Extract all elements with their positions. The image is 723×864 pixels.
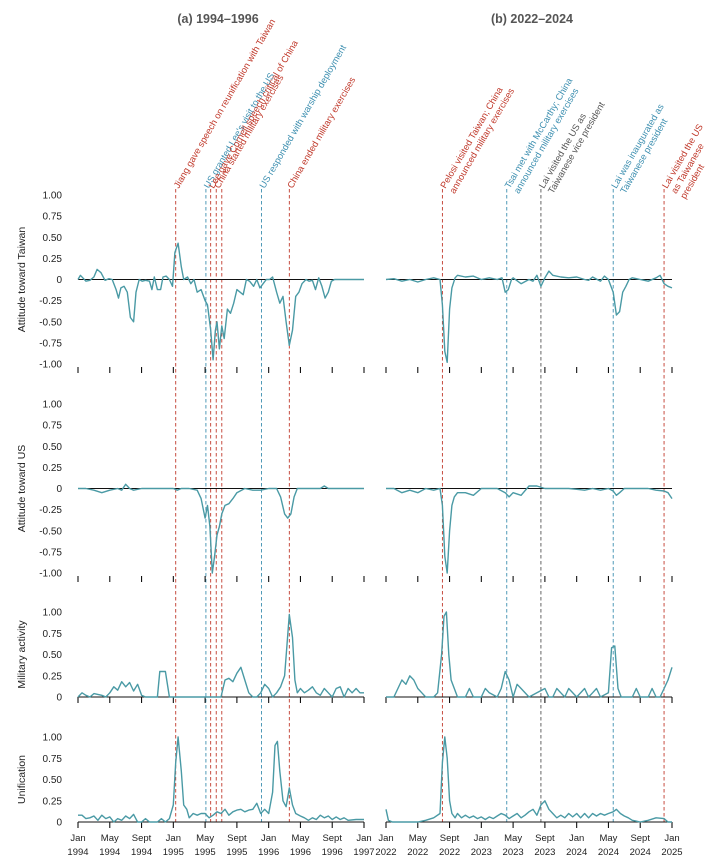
x-tick-month: May <box>409 833 427 844</box>
x-tick-month: Sept <box>227 833 247 844</box>
y-axis-label: Attitude toward US <box>16 445 28 533</box>
series-line-military <box>386 611 673 698</box>
y-tick-label: 0.25 <box>43 796 63 807</box>
x-tick-year: 1996 <box>322 847 343 858</box>
y-tick-label: -1.00 <box>39 569 62 580</box>
y-tick-label: -0.75 <box>39 547 62 558</box>
x-tick-year: 2023 <box>534 847 555 858</box>
series-layer <box>77 242 673 823</box>
x-tick-month: Sept <box>440 833 460 844</box>
axes-layer <box>77 279 673 828</box>
y-tick-label: -0.25 <box>39 505 62 516</box>
x-tick-year: 1997 <box>353 847 374 858</box>
event-annotation: Lai visited the USas Taiwanesepresident <box>660 122 723 200</box>
x-tick-year: 1995 <box>195 847 216 858</box>
y-tick-label: -0.25 <box>39 296 62 307</box>
panel-title: (a) 1994–1996 <box>177 12 258 26</box>
event-annotation-line: Pelosi visited Taiwan; China <box>438 85 505 190</box>
y-tick-label: -1.00 <box>39 360 62 371</box>
x-tick-year: 2023 <box>503 847 524 858</box>
x-tick-month: Sept <box>535 833 555 844</box>
y-tick-label: 0.75 <box>43 212 63 223</box>
y-tick-label: 0.25 <box>43 254 63 265</box>
x-tick-month: Jan <box>664 833 679 844</box>
y-tick-label: 0 <box>56 693 62 704</box>
y-tick-label: 0.50 <box>43 233 63 244</box>
y-tick-label: 0 <box>56 818 62 829</box>
x-tick-year: 1994 <box>67 847 88 858</box>
y-tick-label: -0.50 <box>39 526 62 537</box>
y-tick-label: -0.50 <box>39 317 62 328</box>
x-tick-year: 2024 <box>630 847 651 858</box>
y-tick-label: 0.50 <box>43 650 63 661</box>
y-tick-label: 0 <box>56 275 62 286</box>
x-tick-year: 1995 <box>163 847 184 858</box>
x-tick-month: May <box>101 833 119 844</box>
x-tick-year: 2022 <box>375 847 396 858</box>
y-tick-label: 1.00 <box>43 191 63 202</box>
y-tick-label: 0 <box>56 484 62 495</box>
x-tick-year: 1996 <box>258 847 279 858</box>
x-tick-month: May <box>599 833 617 844</box>
x-tick-month: May <box>504 833 522 844</box>
x-tick-year: 1995 <box>226 847 247 858</box>
y-tick-label: 0.25 <box>43 463 63 474</box>
series-line-unification <box>78 736 364 823</box>
x-tick-year: 1996 <box>290 847 311 858</box>
event-annotation: Pelosi visited Taiwan; Chinaannounced mi… <box>438 81 516 195</box>
series-line-attitude-us <box>78 483 364 574</box>
x-tick-year: 2022 <box>407 847 428 858</box>
x-tick-year: 2023 <box>471 847 492 858</box>
x-tick-year: 1994 <box>131 847 152 858</box>
x-tick-month: Jan <box>166 833 181 844</box>
x-tick-month: Jan <box>356 833 371 844</box>
y-axis-label: Unification <box>16 755 28 804</box>
y-tick-label: 0.75 <box>43 421 63 432</box>
y-axis-label: Military activity <box>16 620 28 689</box>
y-tick-label: 0.50 <box>43 775 63 786</box>
x-tick-month: Jan <box>261 833 276 844</box>
x-tick-month: Sept <box>630 833 650 844</box>
series-line-attitude-taiwan <box>77 242 364 361</box>
y-tick-label: 0.25 <box>43 671 63 682</box>
series-line-attitude-us <box>386 485 673 574</box>
x-tick-month: Jan <box>378 833 393 844</box>
x-tick-month: May <box>291 833 309 844</box>
panel-title: (b) 2022–2024 <box>491 12 573 26</box>
x-tick-year: 2022 <box>439 847 460 858</box>
x-tick-month: Sept <box>322 833 342 844</box>
y-tick-label: 1.00 <box>43 400 63 411</box>
series-line-unification <box>385 736 672 823</box>
x-tick-month: Jan <box>569 833 584 844</box>
series-line-military <box>77 613 364 698</box>
x-tick-month: Jan <box>474 833 489 844</box>
y-tick-label: 1.00 <box>43 733 63 744</box>
x-tick-year: 2024 <box>566 847 587 858</box>
x-tick-year: 2025 <box>661 847 682 858</box>
text-layer: (a) 1994–1996 (b) 2022–2024 1.00 0.75 0.50 0.… <box>16 12 723 858</box>
guide-layer <box>175 189 665 822</box>
x-tick-month: Jan <box>70 833 85 844</box>
y-tick-label: 1.00 <box>43 608 63 619</box>
y-tick-label: -0.75 <box>39 338 62 349</box>
x-tick-year: 1994 <box>99 847 120 858</box>
x-tick-year: 2024 <box>598 847 619 858</box>
x-tick-month: May <box>196 833 214 844</box>
x-tick-month: Sept <box>132 833 152 844</box>
y-axis-label: Attitude toward Taiwan <box>16 227 28 333</box>
y-tick-label: 0.50 <box>43 442 63 453</box>
series-line-attitude-taiwan <box>385 270 673 363</box>
y-tick-label: 0.75 <box>43 629 63 640</box>
y-tick-label: 0.75 <box>43 754 63 765</box>
